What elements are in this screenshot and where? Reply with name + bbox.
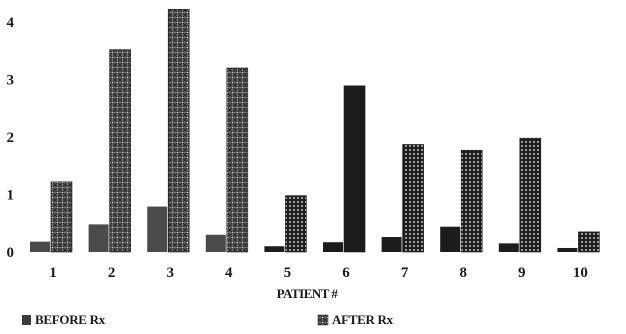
y-tick-label: 2 <box>7 130 15 146</box>
legend-swatch-before <box>22 315 31 325</box>
bar-before <box>147 206 168 252</box>
bar-before <box>557 247 578 252</box>
y-axis: 0 1 2 3 4 <box>7 15 15 261</box>
legend-label-before: BEFORE Rx <box>35 312 106 327</box>
x-tick-label: 10 <box>573 265 588 281</box>
bar-after <box>343 85 366 253</box>
y-tick-label: 0 <box>7 245 15 261</box>
x-tick-label: 9 <box>518 265 526 281</box>
bars <box>30 9 600 253</box>
legend-label-after: AFTER Rx <box>332 312 394 327</box>
bar-after <box>50 181 73 253</box>
bar-after <box>285 195 307 253</box>
x-tick-label: 5 <box>284 265 292 281</box>
legend-item-after: AFTER Rx <box>317 312 394 327</box>
bar-before <box>381 237 402 252</box>
x-axis: 1 2 3 4 5 6 7 8 9 10 <box>49 265 588 281</box>
x-tick-label: 6 <box>342 265 350 281</box>
bar-before <box>498 243 519 252</box>
bar-after <box>578 231 600 253</box>
x-tick-label: 7 <box>401 265 409 281</box>
bar-after <box>402 144 424 253</box>
bar-before <box>205 234 226 252</box>
x-tick-label: 1 <box>49 265 57 281</box>
bar-before <box>264 246 285 252</box>
bar-before <box>440 226 461 252</box>
legend-item-before: BEFORE Rx <box>22 312 106 327</box>
y-tick-label: 3 <box>7 73 15 89</box>
x-tick-label: 2 <box>108 265 116 281</box>
x-axis-title: PATIENT # <box>277 286 339 301</box>
x-tick-label: 8 <box>459 265 467 281</box>
bar-before <box>30 241 50 252</box>
bar-after <box>167 9 190 253</box>
bar-before <box>323 242 343 252</box>
legend-swatch-after <box>317 314 329 326</box>
y-tick-label: 1 <box>7 188 15 204</box>
y-tick-label: 4 <box>7 15 15 31</box>
bar-after <box>519 137 542 253</box>
bar-after <box>109 49 131 253</box>
bar-after <box>226 67 249 253</box>
x-tick-label: 3 <box>166 265 174 281</box>
bar-before <box>88 224 109 252</box>
x-tick-label: 4 <box>225 265 233 281</box>
legend: BEFORE Rx AFTER Rx <box>22 312 394 327</box>
bar-after <box>460 149 483 253</box>
